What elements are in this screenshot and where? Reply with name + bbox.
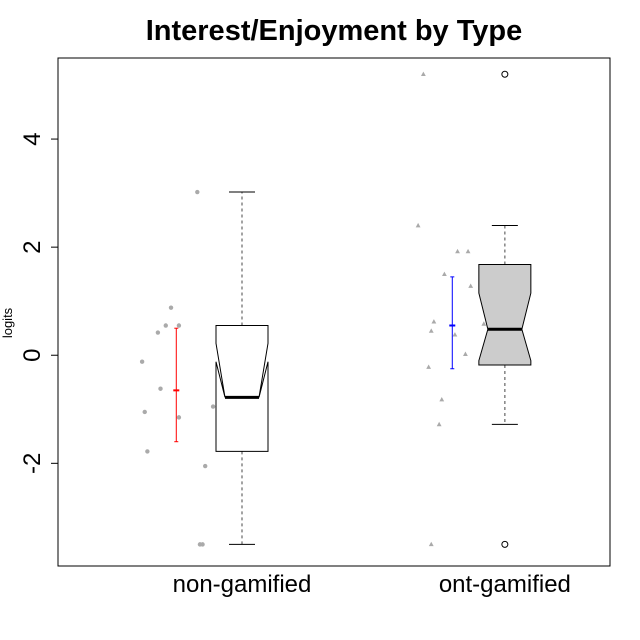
data-point [428, 328, 434, 333]
chart-title: Interest/Enjoyment by Type [146, 15, 523, 47]
data-point [428, 541, 434, 547]
data-point [158, 386, 163, 391]
jitter-points [139, 71, 492, 547]
data-point [426, 364, 432, 369]
data-point [176, 415, 182, 420]
data-point [142, 409, 147, 415]
outlier-point [501, 540, 509, 548]
data-point [431, 319, 437, 324]
data-point [463, 351, 468, 356]
x-axis: non-gamified ont-gamified [173, 571, 571, 598]
y-axis-label: logits [0, 307, 15, 338]
x-category-label: ont-gamified [439, 571, 571, 598]
data-point [210, 404, 216, 409]
data-point [442, 271, 447, 276]
data-point [203, 463, 208, 469]
data-point [465, 248, 471, 254]
data-point [481, 321, 487, 326]
data-point [452, 332, 458, 337]
plot-area-frame [57, 57, 611, 567]
boxplots [215, 70, 532, 548]
data-point [436, 421, 442, 427]
data-point [200, 542, 205, 547]
data-point [168, 305, 174, 310]
data-point [145, 449, 150, 454]
y-tick-label: 2 [19, 240, 46, 253]
data-point [420, 71, 426, 77]
data-point [415, 222, 421, 228]
data-point [139, 359, 145, 364]
box-body [215, 325, 269, 452]
data-point [195, 189, 200, 195]
box-body [478, 263, 532, 366]
y-tick-label: 4 [19, 132, 46, 145]
x-category-label: non-gamified [173, 571, 312, 598]
error-bars [173, 276, 456, 443]
y-tick-label: 0 [19, 349, 46, 362]
data-point [155, 330, 161, 335]
data-point [163, 323, 168, 328]
data-point [455, 248, 460, 254]
data-point [176, 323, 182, 328]
data-point [468, 283, 474, 288]
y-tick-label: -2 [19, 453, 46, 474]
data-point [439, 396, 445, 402]
outlier-point [501, 70, 509, 78]
y-axis: -2 0 2 4 [19, 132, 58, 474]
